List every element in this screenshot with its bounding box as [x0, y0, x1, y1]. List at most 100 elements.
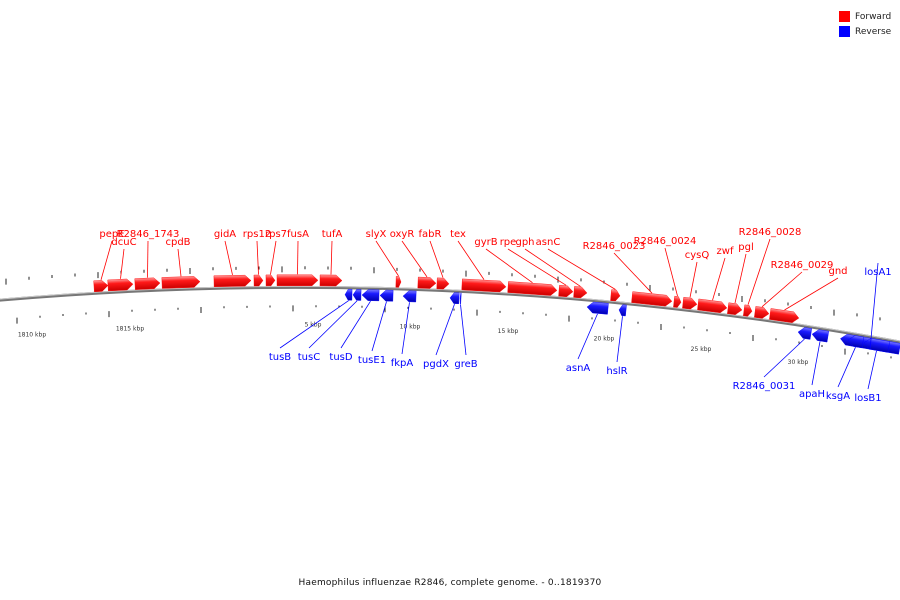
gene-label-asnA[interactable]: asnA [566, 363, 591, 374]
gene-arrow-forward[interactable] [319, 274, 343, 287]
gene-arrow-forward[interactable] [610, 289, 621, 302]
gene-hslR[interactable] [618, 304, 627, 317]
gene-R2846_0029[interactable] [754, 306, 770, 319]
gene-arrow-forward[interactable] [507, 281, 558, 296]
gene-arrow-forward[interactable] [673, 295, 682, 308]
gene-arrow-reverse[interactable] [449, 292, 460, 305]
gene-label-pgdX[interactable]: pgdX [423, 359, 449, 370]
gene-label-losB1[interactable]: losB1 [854, 393, 881, 404]
gene-asnC[interactable] [610, 289, 621, 302]
gene-arrow-forward[interactable] [93, 280, 109, 293]
gene-label-R2846_0024[interactable]: R2846_0024 [634, 236, 697, 247]
gene-label-gnd[interactable]: gnd [828, 266, 847, 277]
gene-apaH[interactable] [811, 329, 829, 343]
gene-greB[interactable] [459, 292, 462, 305]
gene-label-fkpA[interactable]: fkpA [391, 358, 414, 369]
gene-label-R2846_0029[interactable]: R2846_0029 [771, 260, 834, 271]
gene-label-cpdB[interactable]: cpdB [165, 237, 190, 248]
gene-fkpA[interactable] [402, 290, 417, 303]
gene-label-rpe[interactable]: rpe [500, 237, 517, 248]
gene-asnA[interactable] [586, 301, 609, 315]
gene-arrow-forward[interactable] [727, 302, 743, 316]
gene-label-gidA[interactable]: gidA [214, 229, 236, 240]
gene-arrow-reverse[interactable] [811, 329, 829, 343]
gene-arrow-reverse[interactable] [618, 304, 627, 317]
gene-label-zwf[interactable]: zwf [717, 246, 734, 257]
gene-tusB[interactable] [344, 288, 353, 301]
gene-label-asnC[interactable]: asnC [536, 237, 561, 248]
gene-R2846_0031[interactable] [797, 327, 812, 340]
gene-rpe[interactable] [558, 284, 574, 297]
gene-zwf[interactable] [697, 298, 728, 314]
gene-tex[interactable] [461, 278, 507, 293]
gene-pgl[interactable] [727, 302, 743, 316]
gene-arrow-forward[interactable] [161, 276, 201, 289]
gene-label-rps7[interactable]: rps7 [265, 229, 287, 240]
gene-arrow-reverse[interactable] [586, 301, 609, 315]
gene-label-R2846_0023[interactable]: R2846_0023 [583, 241, 646, 252]
gene-tusC[interactable] [352, 289, 362, 301]
gene-R2846_0024[interactable] [673, 295, 682, 308]
gene-gyrB[interactable] [507, 281, 558, 296]
gene-arrow-reverse[interactable] [361, 289, 380, 302]
gene-arrow-forward[interactable] [253, 274, 264, 287]
gene-pgdX[interactable] [449, 292, 460, 305]
gene-label-R2846_0028[interactable]: R2846_0028 [739, 227, 802, 238]
gene-label-tex[interactable]: tex [450, 229, 466, 240]
gene-dcuC[interactable] [107, 278, 134, 292]
gene-label-pgl[interactable]: pgl [738, 242, 753, 253]
gene-arrow-forward[interactable] [395, 276, 402, 288]
gene-R2846_0028[interactable] [743, 304, 753, 317]
gene-cpdB[interactable] [161, 276, 201, 289]
gene-label-oxyR[interactable]: oxyR [390, 229, 415, 240]
gene-arrow-forward[interactable] [134, 277, 161, 290]
gene-R2846_1743[interactable] [134, 277, 161, 290]
gene-label-tusC[interactable]: tusC [298, 352, 320, 363]
gene-rps12[interactable] [253, 274, 264, 287]
gene-arrow-forward[interactable] [573, 286, 588, 299]
gene-label-gyrB[interactable]: gyrB [474, 237, 497, 248]
gene-R2846_0023[interactable] [631, 291, 673, 307]
gene-arrow-reverse[interactable] [847, 335, 865, 349]
gene-arrow-forward[interactable] [769, 308, 800, 323]
gene-label-cysQ[interactable]: cysQ [685, 250, 710, 261]
gene-label-dcuC[interactable]: dcuC [111, 237, 136, 248]
gene-label-ksgA[interactable]: ksgA [826, 391, 850, 402]
gene-pepE[interactable] [93, 280, 109, 293]
gene-tusD[interactable] [361, 289, 380, 302]
gene-arrow-reverse[interactable] [352, 289, 362, 301]
gene-label-tufA[interactable]: tufA [322, 229, 343, 240]
gene-gph[interactable] [573, 286, 588, 299]
gene-rps7[interactable] [265, 274, 276, 287]
gene-arrow-forward[interactable] [697, 298, 728, 314]
gene-arrow-reverse[interactable] [379, 289, 394, 302]
gene-fabR[interactable] [436, 277, 450, 290]
gene-arrow-forward[interactable] [682, 296, 698, 310]
gene-oxyR[interactable] [417, 276, 437, 289]
gene-label-pepE[interactable]: pepE [99, 229, 124, 240]
gene-label-hslR[interactable]: hslR [606, 366, 627, 377]
gene-arrow-forward[interactable] [276, 274, 319, 287]
gene-arrow-forward[interactable] [743, 304, 753, 317]
gene-gnd[interactable] [769, 308, 800, 323]
gene-arrow-forward[interactable] [461, 278, 507, 293]
gene-label-R2846_1743[interactable]: R2846_1743 [117, 229, 180, 240]
gene-arrow-reverse[interactable] [797, 327, 812, 340]
gene-arrow-forward[interactable] [417, 276, 437, 289]
gene-arrow-reverse[interactable] [344, 288, 353, 301]
gene-label-gph[interactable]: gph [515, 237, 534, 248]
gene-label-tusB[interactable]: tusB [269, 352, 291, 363]
gene-slyX[interactable] [395, 276, 402, 288]
gene-label-losA1[interactable]: losA1 [864, 267, 891, 278]
gene-arrow-forward[interactable] [213, 274, 252, 287]
gene-fusA[interactable] [276, 274, 319, 287]
gene-label-tusE1[interactable]: tusE1 [358, 355, 386, 366]
gene-arrow-reverse[interactable] [459, 292, 462, 305]
gene-arrow-forward[interactable] [265, 274, 276, 287]
gene-arrow-forward[interactable] [436, 277, 450, 290]
gene-arrow-forward[interactable] [107, 278, 134, 292]
gene-arrow-forward[interactable] [754, 306, 770, 319]
gene-arrow-reverse[interactable] [402, 290, 417, 303]
gene-arrow-forward[interactable] [631, 291, 673, 307]
gene-label-fusA[interactable]: fusA [287, 229, 309, 240]
